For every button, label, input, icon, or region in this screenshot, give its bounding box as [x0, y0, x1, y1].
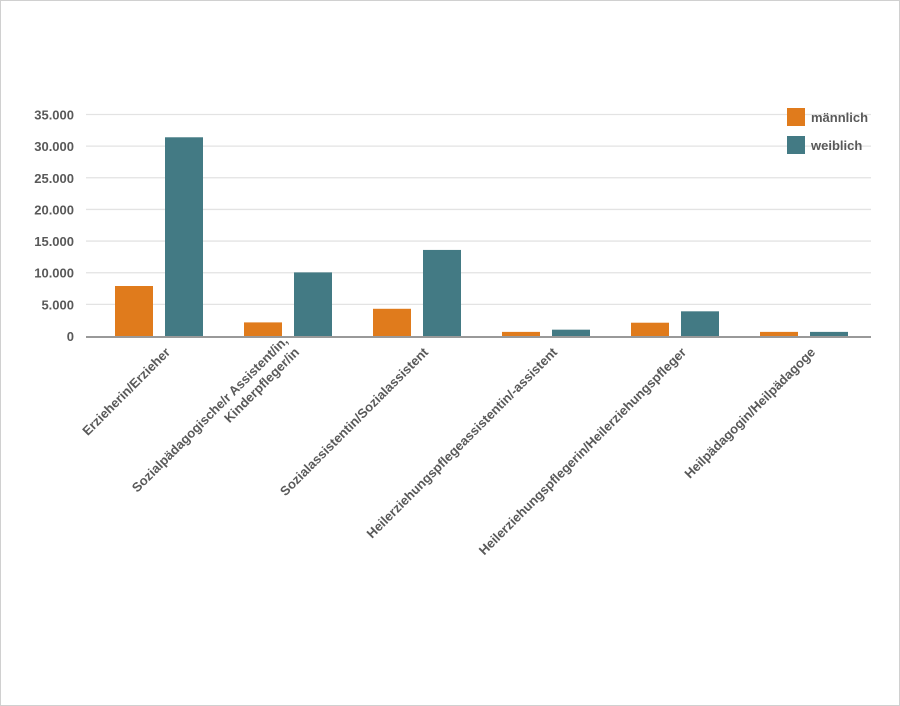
bar-männlich-0: [115, 286, 153, 336]
bar-männlich-4: [631, 322, 669, 336]
x-category-label: Heilerziehungspflegerin/Heilerziehungspf…: [476, 345, 689, 558]
y-tick-label: 15.000: [34, 234, 74, 249]
x-category-label: Sozialassistentin/Sozialassistent: [277, 344, 432, 499]
y-tick-label: 0: [67, 329, 74, 344]
y-tick-label: 30.000: [34, 139, 74, 154]
bar-weiblich-5: [810, 331, 848, 336]
bar-männlich-1: [244, 322, 282, 336]
y-tick-label: 25.000: [34, 171, 74, 186]
bar-männlich-3: [502, 331, 540, 336]
y-tick-label: 10.000: [34, 266, 74, 281]
bar-männlich-5: [760, 331, 798, 336]
y-tick-label: 35.000: [34, 108, 74, 123]
legend-swatch-männlich: [787, 108, 805, 126]
x-category-label: Heilpädagogin/Heilpädagoge: [681, 345, 818, 482]
bar-weiblich-0: [165, 137, 203, 336]
legend-label: männlich: [811, 110, 868, 125]
bar-weiblich-2: [423, 249, 461, 336]
x-category-label: Erzieherin/Erzieher: [79, 345, 173, 439]
y-tick-label: 5.000: [41, 297, 74, 312]
legend-label: weiblich: [810, 138, 862, 153]
legend-swatch-weiblich: [787, 136, 805, 154]
y-tick-label: 20.000: [34, 202, 74, 217]
bar-weiblich-1: [294, 272, 332, 336]
bar-männlich-2: [373, 308, 411, 336]
bar-weiblich-3: [552, 329, 590, 336]
bar-weiblich-4: [681, 311, 719, 336]
